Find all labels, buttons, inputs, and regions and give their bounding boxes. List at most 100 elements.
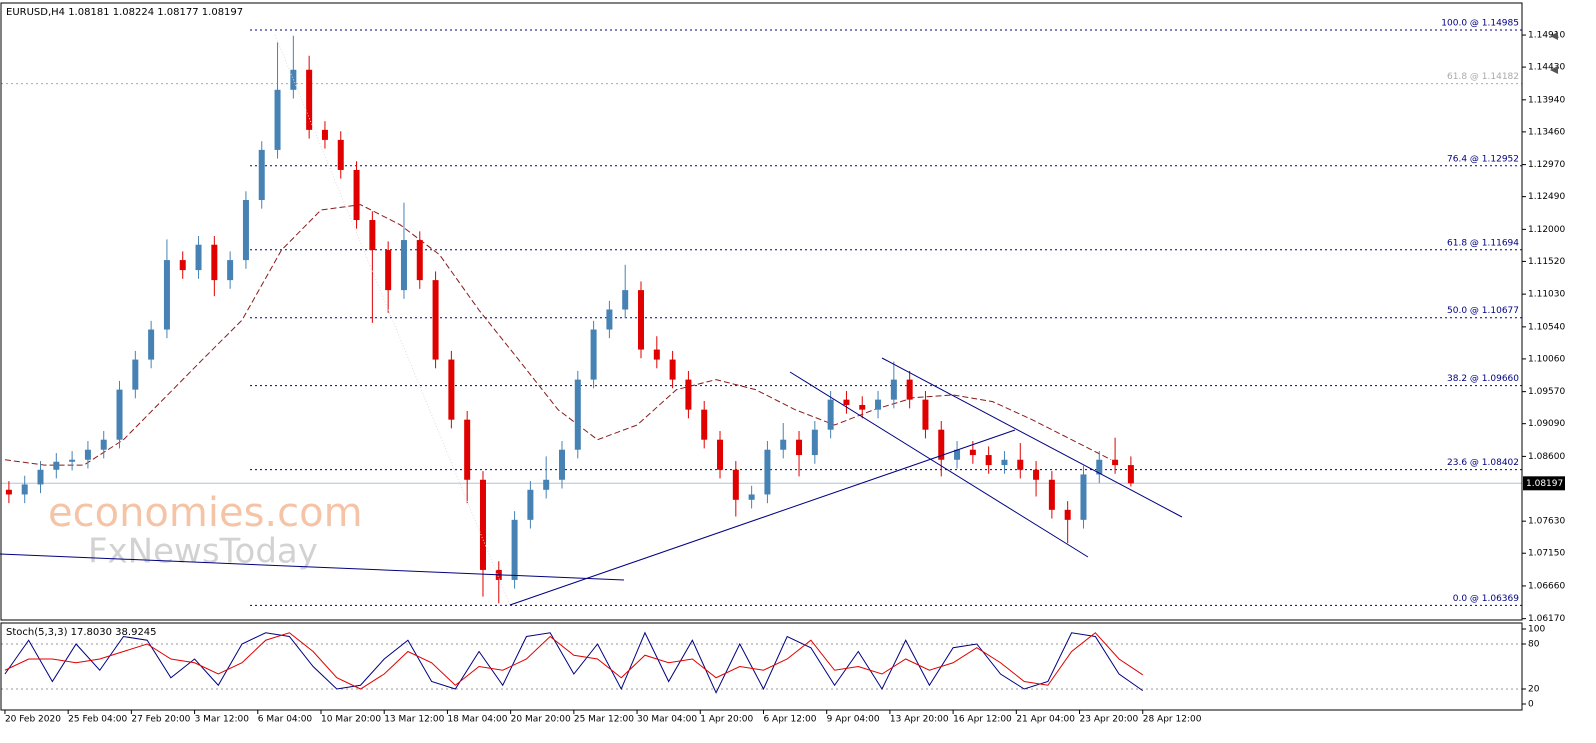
candle-body [353, 169, 360, 221]
y-tick-label: 1.10540 [1528, 322, 1565, 332]
candle-body [890, 379, 897, 400]
candle-body [527, 489, 534, 520]
candle-body [227, 260, 234, 281]
candle-body [985, 455, 992, 466]
x-tick-label: 6 Apr 12:00 [763, 715, 816, 725]
x-tick-label: 25 Feb 04:00 [68, 715, 127, 725]
candle-body [685, 379, 692, 410]
fib-label: 61.8 @ 1.14182 [1447, 72, 1519, 82]
candle-body [116, 389, 123, 440]
candle-body [1080, 474, 1087, 520]
y-tick-label: 1.07630 [1528, 517, 1565, 527]
channel-line [789, 371, 1089, 558]
x-tick-label: 13 Apr 20:00 [890, 715, 949, 725]
x-tick-label: 1 Apr 20:00 [700, 715, 753, 725]
candle-body [906, 379, 913, 400]
candle-body [511, 519, 518, 580]
stoch-y-tick-label: 20 [1528, 685, 1540, 695]
moving-average [4, 204, 1112, 466]
candle-body [859, 404, 866, 410]
stoch-line [4, 632, 1144, 690]
plot-layer: 1.14910 1.14430 1.13940 1.13460 1.12970 1.124… [1, 19, 1565, 725]
fib-label: 38.2 @ 1.09660 [1447, 374, 1519, 384]
candle-body [53, 461, 60, 470]
candle-body [21, 484, 28, 495]
candle-body [400, 240, 407, 291]
candle-body [1096, 459, 1103, 475]
candle-body [717, 439, 724, 470]
candle-body [590, 329, 597, 380]
candle-body [732, 469, 739, 500]
candle-body [1048, 479, 1055, 510]
x-tick-label: 3 Mar 12:00 [195, 715, 250, 725]
candle-body [1127, 465, 1134, 484]
candle-body [796, 439, 803, 456]
fib-trend-line [274, 34, 511, 606]
fib-label: 100.0 @ 1.14985 [1441, 19, 1519, 29]
candle-body [764, 449, 771, 495]
channel-line [881, 357, 1183, 518]
candle-body [369, 220, 376, 251]
x-tick-label: 25 Mar 12:00 [574, 715, 634, 725]
y-tick-label: 1.13940 [1528, 95, 1565, 105]
price-label-box [1523, 476, 1565, 491]
fib-label: 76.4 @ 1.12952 [1447, 154, 1519, 164]
candle-body [5, 489, 12, 495]
chart-title: EURUSD,H4 1.08181 1.08224 1.08177 1.0819… [6, 7, 243, 18]
stoch-frame [0, 622, 1523, 711]
y-tick-label: 1.12970 [1528, 160, 1565, 170]
candle-body [1017, 459, 1024, 470]
candle-body [148, 329, 155, 360]
candle-body [827, 399, 834, 430]
candle-body [748, 494, 755, 500]
candle-body [84, 449, 91, 460]
stoch-y-tick-label: 0 [1528, 700, 1534, 710]
scroll-icon[interactable] [1550, 66, 1558, 74]
candle-body [969, 449, 976, 456]
candle-body [306, 69, 313, 130]
candle-body [1064, 509, 1071, 520]
candle-body [242, 199, 249, 261]
candle-body [258, 149, 265, 200]
candle-body [1001, 459, 1008, 466]
candle-body [163, 260, 170, 330]
candle-body [558, 449, 565, 480]
x-tick-label: 23 Apr 20:00 [1080, 715, 1139, 725]
y-tick-label: 1.13460 [1528, 127, 1565, 137]
fib-label: 50.0 @ 1.10677 [1447, 306, 1519, 316]
candle-body [543, 479, 550, 490]
y-tick-label: 1.12490 [1528, 192, 1565, 202]
y-tick-label: 1.14910 [1528, 31, 1565, 41]
candle-body [653, 349, 660, 360]
watermark: economies.com FxNewsToday [48, 490, 363, 572]
y-tick-label: 1.14430 [1528, 63, 1565, 73]
candle-body [622, 290, 629, 310]
stoch-line [4, 631, 1144, 694]
stoch-y-tick-label: 80 [1528, 640, 1540, 650]
x-tick-label: 27 Feb 20:00 [131, 715, 190, 725]
y-tick-label: 1.08600 [1528, 452, 1565, 462]
candle-body [132, 359, 139, 390]
candle-body [100, 439, 107, 450]
candle-body [922, 399, 929, 430]
x-tick-label: 20 Mar 20:00 [511, 715, 571, 725]
candle-body [938, 429, 945, 460]
x-tick-label: 18 Mar 04:00 [447, 715, 507, 725]
watermark-text: FxNewsToday [88, 532, 318, 572]
candle-body [211, 244, 218, 281]
candle-body [843, 399, 850, 405]
main-frame [0, 2, 1523, 621]
y-tick-label: 1.12000 [1528, 225, 1565, 235]
scroll-icon[interactable] [1550, 32, 1558, 40]
trend-line [0, 553, 625, 581]
candle-body [385, 250, 392, 291]
candle-body [69, 459, 76, 462]
candle-body [701, 409, 708, 440]
y-tick-label: 1.11030 [1528, 290, 1565, 300]
candle-body [479, 479, 486, 570]
x-tick-label: 21 Apr 04:00 [1016, 715, 1075, 725]
candle-body [638, 290, 645, 350]
candle-body [875, 399, 882, 410]
